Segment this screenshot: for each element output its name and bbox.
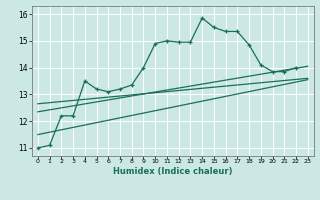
X-axis label: Humidex (Indice chaleur): Humidex (Indice chaleur) [113, 167, 233, 176]
